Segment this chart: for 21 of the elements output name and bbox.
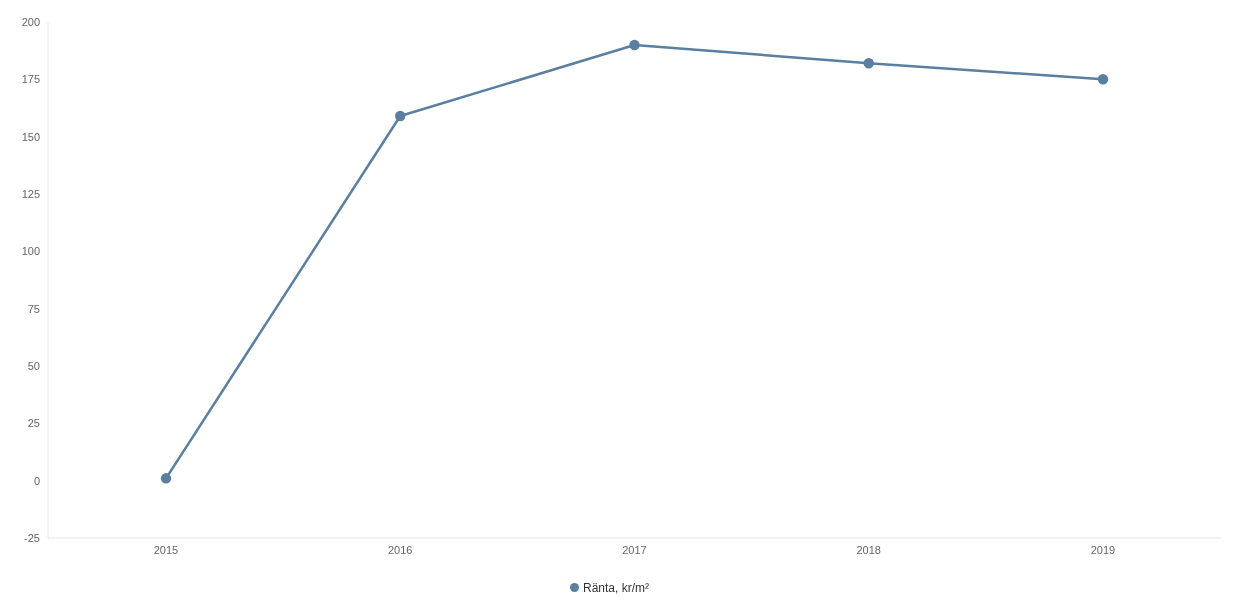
y-tick-label: 25: [27, 417, 40, 430]
point: [629, 39, 640, 51]
y-tick-label: 0: [33, 474, 40, 487]
y-tick-label: 175: [21, 73, 40, 86]
point: [160, 473, 172, 484]
point: [863, 58, 874, 69]
x-tick-label: 2015: [153, 543, 179, 556]
y-tick-label: 200: [21, 15, 40, 28]
point: [395, 110, 406, 122]
x-tick-label: 2016: [388, 543, 413, 556]
x-tick-label: 2018: [856, 543, 881, 556]
legend-label: Ränta, kr/m²: [582, 581, 649, 595]
x-tick-label: 2019: [1090, 543, 1116, 556]
y-tick-label: 100: [21, 245, 40, 258]
y-tick-label: 125: [21, 187, 40, 200]
x-tick-label: 2017: [622, 543, 647, 556]
y-tick-label: 75: [27, 302, 40, 315]
y-tick-label: -25: [24, 531, 40, 544]
y-tick-label: 150: [21, 130, 40, 143]
point: [1097, 74, 1109, 85]
y-tick-label: 50: [27, 359, 40, 372]
